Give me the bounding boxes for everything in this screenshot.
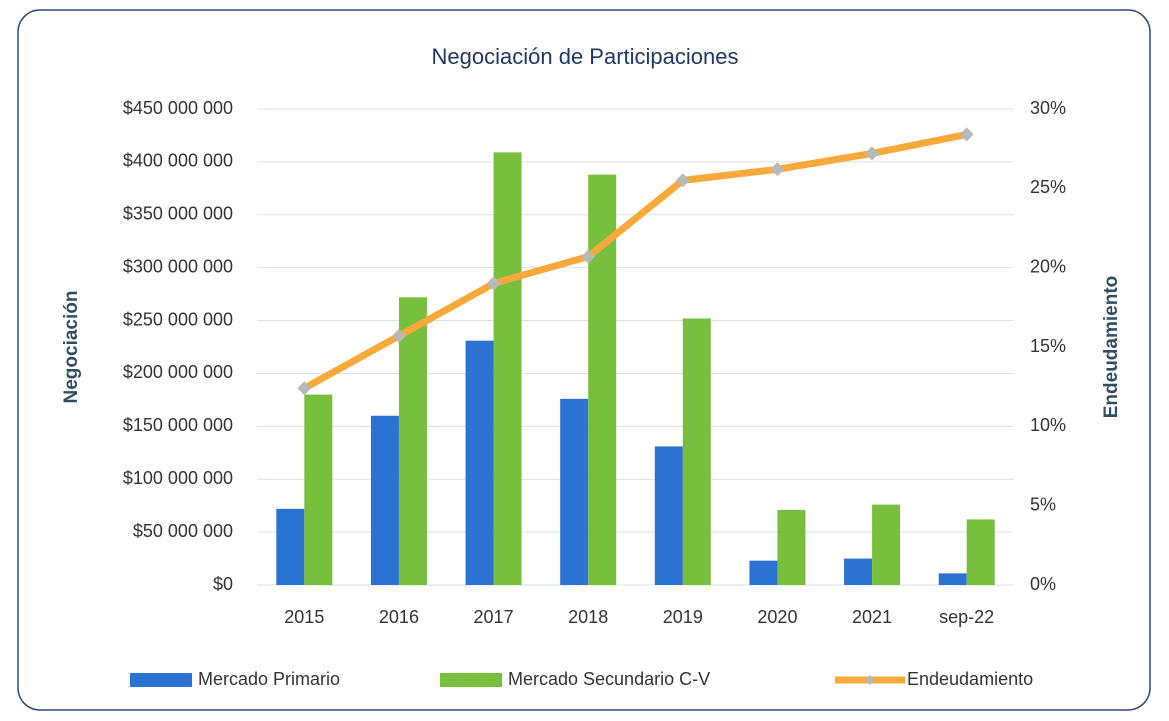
bar <box>493 152 522 585</box>
y-tick-label: $250 000 000 <box>123 309 233 329</box>
line-marker <box>391 328 406 343</box>
y2-tick-label: 15% <box>1030 336 1066 356</box>
bar <box>465 340 494 585</box>
y-tick-label: $300 000 000 <box>123 256 233 276</box>
bar <box>844 558 873 585</box>
y2-axis-title: Endeudamiento <box>1101 276 1122 419</box>
x-tick-label: 2017 <box>474 607 514 627</box>
line-marker <box>297 381 312 396</box>
x-tick-label: 2021 <box>852 607 892 627</box>
bar <box>654 446 683 585</box>
x-tick-label: 2020 <box>757 607 797 627</box>
y-tick-label: $100 000 000 <box>123 468 233 488</box>
y-tick-label: $50 000 000 <box>133 521 233 541</box>
line <box>302 130 968 392</box>
bar <box>276 508 305 585</box>
chart-title: Negociación de Participaciones <box>432 44 739 69</box>
y-tick-label: $150 000 000 <box>123 415 233 435</box>
legend-swatch <box>440 673 502 687</box>
line-marker <box>486 276 501 291</box>
y-tick-label: $350 000 000 <box>123 204 233 224</box>
bar <box>560 398 589 585</box>
legend-label: Endeudamiento <box>907 669 1033 689</box>
y2-tick-label: 20% <box>1030 256 1066 276</box>
line-marker <box>865 146 880 161</box>
bar <box>777 509 806 585</box>
legend-label: Mercado Primario <box>198 669 340 689</box>
bar <box>749 560 778 585</box>
bar <box>938 573 967 585</box>
x-tick-label: 2015 <box>284 607 324 627</box>
y2-tick-label: 25% <box>1030 177 1066 197</box>
x-tick-label: 2019 <box>663 607 703 627</box>
legend-marker <box>865 675 875 685</box>
y-tick-label: $0 <box>213 574 233 594</box>
y-tick-label: $200 000 000 <box>123 362 233 382</box>
line-marker <box>675 173 690 188</box>
line-marker <box>959 127 974 142</box>
x-tick-label: sep-22 <box>939 607 994 627</box>
bar <box>682 318 711 585</box>
y2-tick-label: 10% <box>1030 415 1066 435</box>
bar <box>304 394 333 585</box>
x-tick-label: 2018 <box>568 607 608 627</box>
bar <box>370 415 399 585</box>
bar <box>398 297 427 585</box>
y-tick-label: $400 000 000 <box>123 151 233 171</box>
x-tick-label: 2016 <box>379 607 419 627</box>
y-axis-title: Negociación <box>61 291 82 404</box>
bar <box>966 519 995 585</box>
y2-tick-label: 0% <box>1030 574 1056 594</box>
y2-tick-label: 5% <box>1030 494 1056 514</box>
y-tick-label: $450 000 000 <box>123 98 233 118</box>
line-marker <box>770 162 785 177</box>
line-marker <box>581 249 596 264</box>
legend-label: Mercado Secundario C-V <box>508 669 710 689</box>
bar <box>872 504 901 585</box>
y2-tick-label: 30% <box>1030 98 1066 118</box>
legend-swatch <box>130 673 192 687</box>
